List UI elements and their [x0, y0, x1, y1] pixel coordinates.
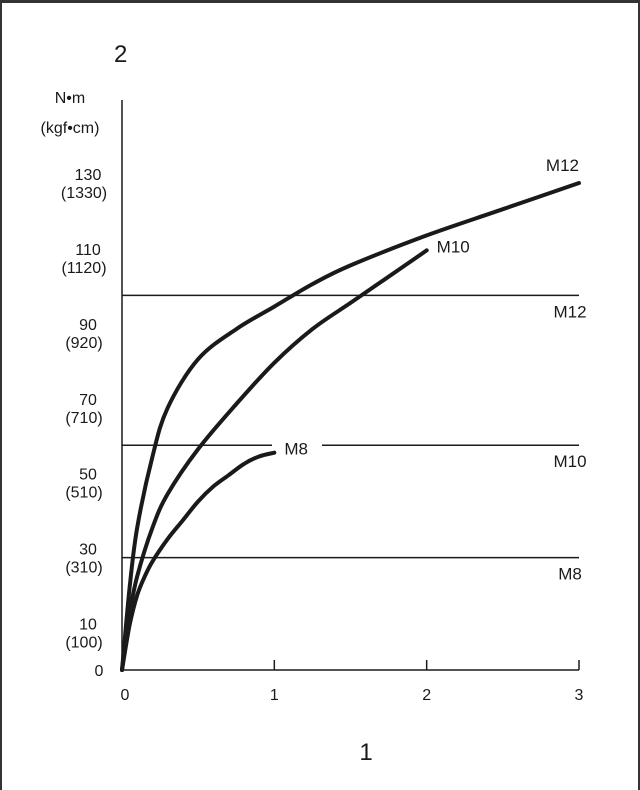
x-tick-label: 3: [575, 687, 584, 704]
y-tick-label: 0: [95, 663, 104, 680]
series-line-m10: [120, 248, 429, 672]
y-tick-label: 110: [75, 242, 101, 259]
y-tick-alt-label: (920): [65, 335, 102, 352]
series-label-m12: M12: [546, 156, 579, 175]
y-tick-label: 50: [79, 467, 97, 484]
y-axis-unit: N•m: [55, 90, 85, 107]
y-tick-alt-label: (1330): [61, 185, 107, 202]
reference-line-label: M10: [553, 452, 586, 471]
series-label-m10: M10: [437, 237, 470, 256]
y-tick-alt-label: (710): [65, 410, 102, 427]
series-label-m8: M8: [284, 440, 308, 459]
y-tick-alt-label: (510): [65, 485, 102, 502]
y-tick-label: 30: [79, 542, 97, 559]
y-tick-label: 90: [79, 317, 97, 334]
x-tick-label: 0: [121, 687, 130, 704]
x-tick-label: 1: [270, 687, 279, 704]
reference-line-label: M8: [558, 565, 582, 584]
y-tick-label: 130: [75, 167, 102, 184]
series-line-m8: [120, 450, 277, 672]
x-axis-caption: 1: [359, 739, 372, 766]
y-tick-alt-label: (100): [65, 635, 102, 652]
y-axis-alt-unit: (kgf•cm): [41, 120, 100, 137]
y-tick-alt-label: (1120): [61, 260, 106, 277]
x-tick-label: 2: [422, 687, 431, 704]
corner-label: 2: [114, 41, 127, 68]
y-tick-label: 10: [79, 617, 97, 634]
series-line-m12: [120, 181, 581, 672]
y-tick-alt-label: (310): [65, 560, 102, 577]
reference-line-label: M12: [553, 302, 586, 321]
y-tick-label: 70: [79, 392, 97, 409]
